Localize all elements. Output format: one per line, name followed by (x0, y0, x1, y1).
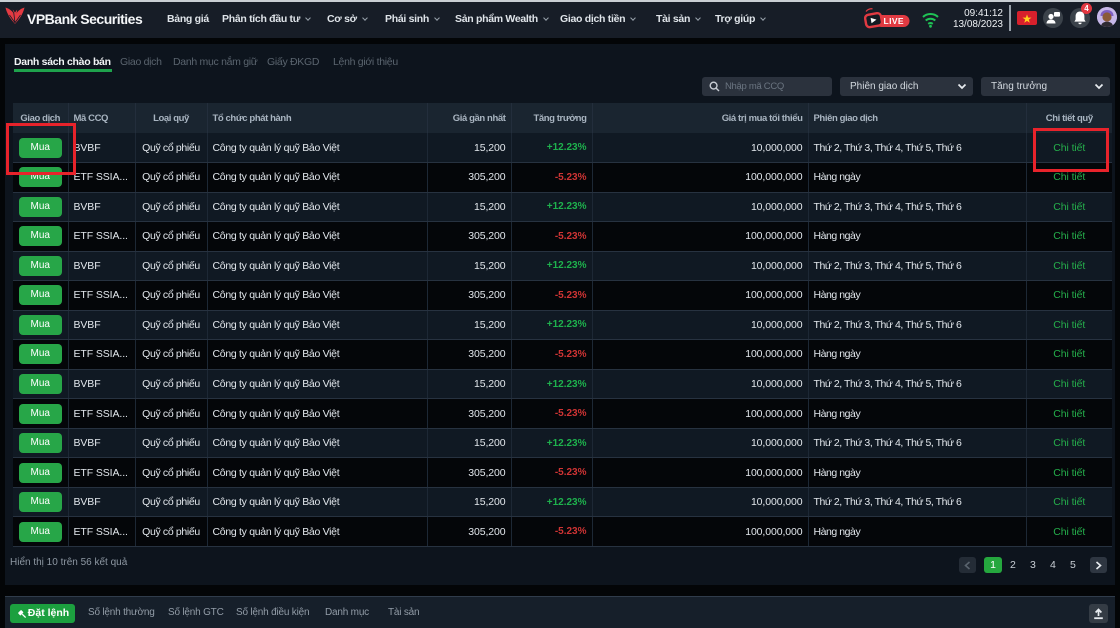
svg-text:LIVE: LIVE (884, 16, 905, 26)
